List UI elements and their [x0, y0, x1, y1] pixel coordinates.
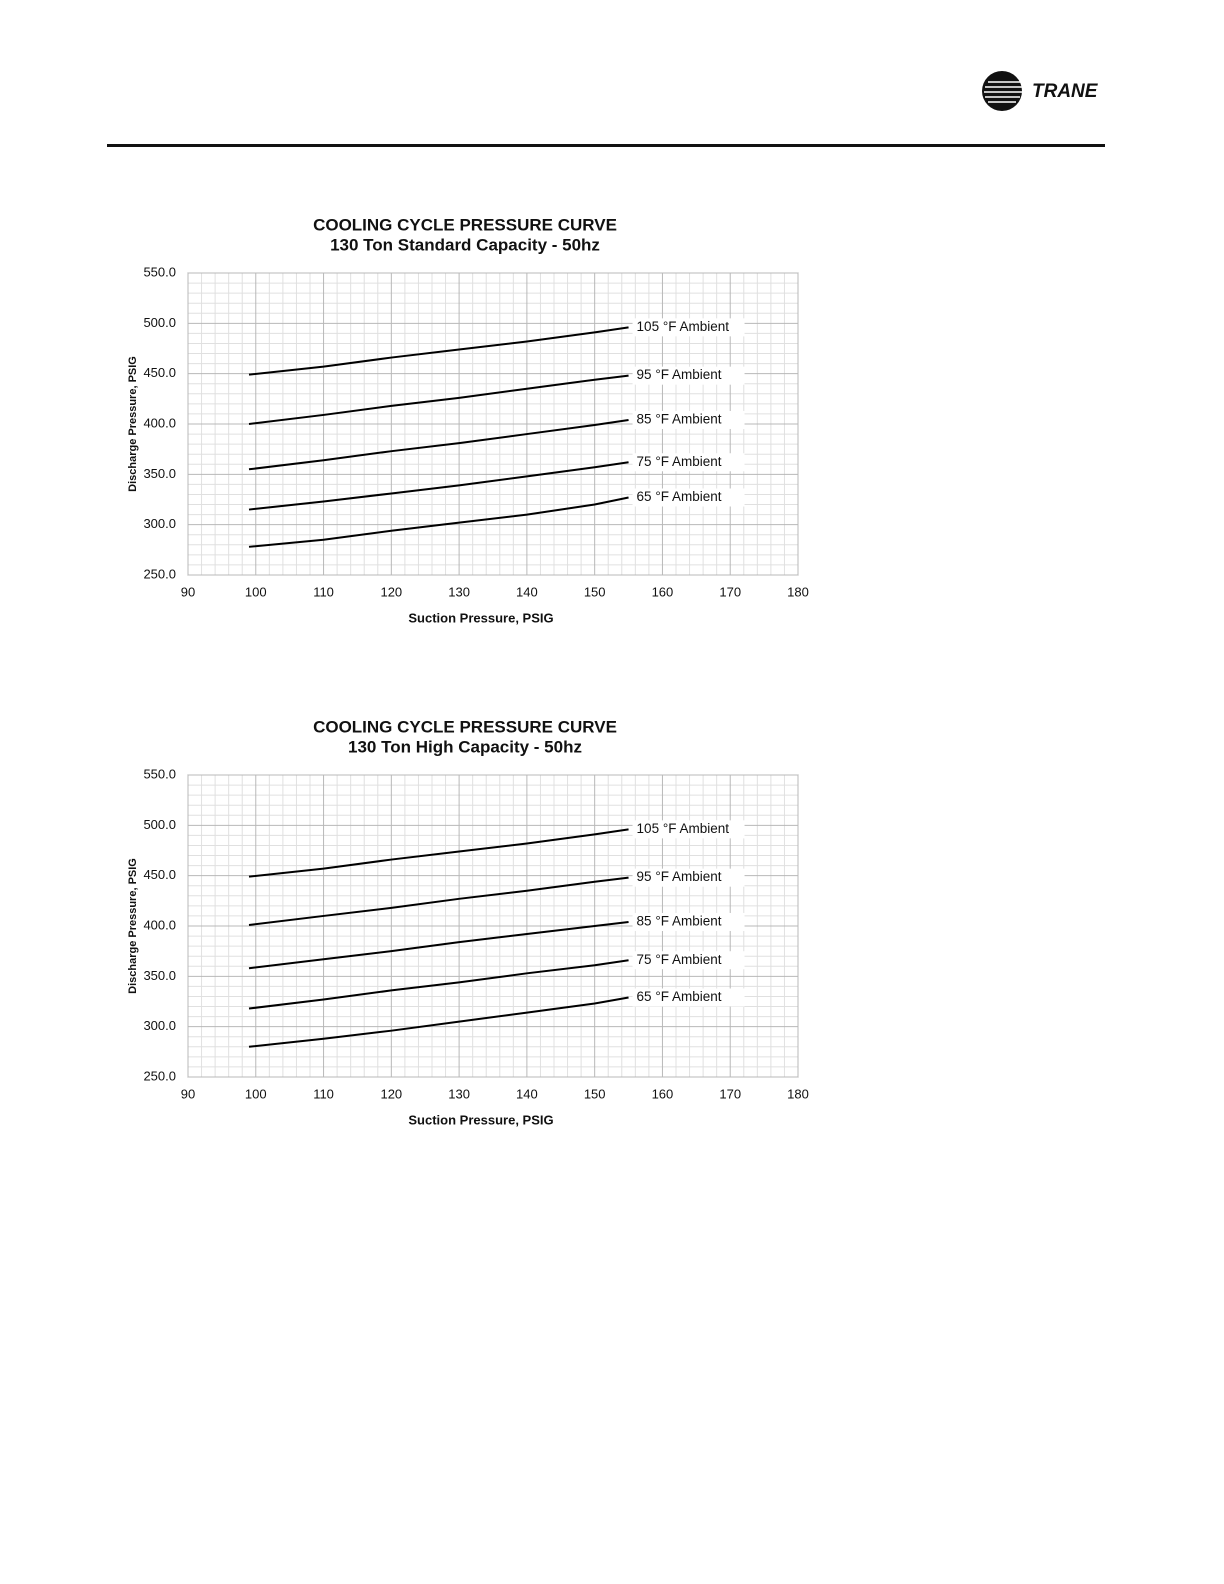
x-tick-label: 160	[652, 1086, 674, 1101]
y-tick-label: 250.0	[143, 566, 176, 581]
x-tick-label: 160	[652, 584, 674, 599]
series-label: 75 °F Ambient	[637, 952, 722, 967]
y-tick-label: 500.0	[143, 817, 176, 832]
chart-subtitle: 130 Ton High Capacity - 50hz	[348, 737, 582, 756]
x-tick-label: 180	[787, 584, 809, 599]
series-label: 75 °F Ambient	[637, 454, 722, 469]
y-tick-label: 500.0	[143, 315, 176, 330]
label-background	[632, 410, 745, 429]
series-line	[248, 996, 629, 1048]
series-label: 105 °F Ambient	[637, 319, 730, 334]
x-tick-label: 170	[719, 1086, 741, 1101]
label-background	[632, 868, 745, 887]
series-line	[248, 959, 629, 1010]
series-label: 65 °F Ambient	[637, 989, 722, 1004]
x-tick-label: 130	[448, 584, 470, 599]
label-background	[632, 820, 745, 839]
chart-title: COOLING CYCLE PRESSURE CURVE	[313, 215, 617, 234]
series-label: 85 °F Ambient	[637, 412, 722, 427]
x-tick-label: 120	[380, 584, 402, 599]
y-tick-label: 250.0	[143, 1068, 176, 1083]
y-tick-label: 300.0	[143, 1018, 176, 1033]
label-background	[632, 912, 745, 931]
y-tick-label: 450.0	[143, 867, 176, 882]
brand: TRANE	[1032, 81, 1099, 102]
series-line	[248, 374, 629, 425]
y-axis-label: Discharge Pressure, PSIG	[127, 356, 139, 492]
y-tick-label: 400.0	[143, 917, 176, 932]
x-tick-label: 90	[181, 584, 195, 599]
y-tick-label: 350.0	[143, 466, 176, 481]
x-tick-label: 120	[380, 1086, 402, 1101]
series-line	[248, 828, 629, 878]
series-line	[248, 876, 629, 926]
series-line	[248, 496, 629, 548]
label-background	[632, 453, 745, 472]
label-background	[632, 951, 745, 970]
header-rule	[107, 144, 1105, 147]
series-label: 105 °F Ambient	[637, 821, 730, 836]
label-background	[632, 488, 745, 507]
label-background	[632, 988, 745, 1007]
x-tick-label: 140	[516, 584, 538, 599]
y-tick-label: 450.0	[143, 365, 176, 380]
series-line	[248, 418, 629, 471]
series-label: 95 °F Ambient	[637, 367, 722, 382]
label-background	[632, 366, 745, 385]
y-tick-label: 550.0	[143, 264, 176, 279]
logo-stripes	[984, 81, 1022, 103]
x-tick-label: 140	[516, 1086, 538, 1101]
x-tick-label: 110	[313, 584, 334, 599]
x-tick-label: 100	[245, 1086, 267, 1101]
chart-title: COOLING CYCLE PRESSURE CURVE	[313, 717, 617, 736]
series-label: 65 °F Ambient	[637, 489, 722, 504]
x-tick-label: 170	[719, 584, 741, 599]
series-label: 95 °F Ambient	[637, 869, 722, 884]
y-axis-label: Discharge Pressure, PSIG	[127, 858, 139, 994]
x-tick-label: 130	[448, 1086, 470, 1101]
x-axis-label: Suction Pressure, PSIG	[408, 1112, 553, 1127]
x-axis-label: Suction Pressure, PSIG	[408, 610, 553, 625]
logo: TRANE	[982, 71, 1099, 111]
label-background	[632, 318, 745, 337]
series-line	[248, 461, 629, 511]
x-tick-label: 100	[245, 584, 267, 599]
logo-mark	[982, 71, 1022, 111]
x-tick-label: 110	[313, 1086, 334, 1101]
x-tick-label: 150	[584, 584, 606, 599]
x-tick-label: 180	[787, 1086, 809, 1101]
y-tick-label: 350.0	[143, 968, 176, 983]
y-tick-label: 300.0	[143, 516, 176, 531]
x-tick-label: 90	[181, 1086, 195, 1101]
y-tick-label: 550.0	[143, 766, 176, 781]
chart-subtitle: 130 Ton Standard Capacity - 50hz	[330, 235, 600, 254]
y-tick-label: 400.0	[143, 415, 176, 430]
series-line	[248, 920, 629, 970]
series-label: 85 °F Ambient	[637, 914, 722, 929]
x-tick-label: 150	[584, 1086, 606, 1101]
series-line	[248, 326, 629, 376]
